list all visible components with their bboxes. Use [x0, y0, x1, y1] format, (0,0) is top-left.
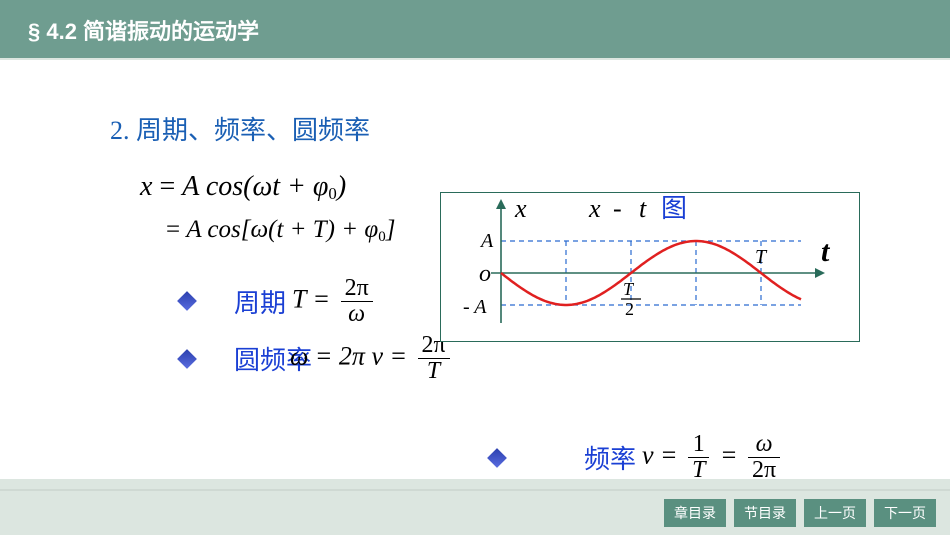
svg-text:x: x	[588, 194, 601, 223]
page-title: § 4.2 简谐振动的运动学	[28, 19, 259, 44]
frac-n: 1	[688, 432, 709, 458]
eq2-post: ]	[386, 216, 396, 243]
footer-nav: 章目录 节目录 上一页 下一页	[0, 489, 950, 535]
angfreq-pre: ω = 2π ν =	[290, 342, 414, 371]
section-num: 2.	[110, 116, 130, 145]
svg-text:2: 2	[625, 299, 634, 319]
angfreq-math: ω = 2π ν = 2πT	[290, 333, 454, 384]
content-area: 2. 周期、频率、圆频率 x = A cos(ωt + φ0) = A cos[…	[0, 60, 950, 479]
nav-prev[interactable]: 上一页	[804, 499, 866, 527]
svg-text:x: x	[514, 194, 527, 223]
eq-sub: 0	[328, 184, 336, 203]
frac-d: ω	[341, 302, 373, 327]
svg-text:图: 图	[661, 194, 687, 223]
diamond-icon	[177, 292, 197, 312]
period-math: T = 2πω	[292, 276, 377, 327]
eq-lhs: x	[140, 171, 152, 202]
bullet-freq: 频率 ν = 1T = ω2π	[490, 432, 784, 483]
diamond-icon	[177, 349, 197, 369]
svg-text:T: T	[623, 279, 635, 299]
eq-eq: =	[152, 171, 182, 202]
frac-n: ω	[748, 432, 780, 458]
freq-pre: ν =	[642, 441, 684, 470]
svg-text:- A: - A	[463, 296, 487, 318]
xt-chart-svg: A- AoxtTT2x - t 图	[441, 193, 859, 341]
freq-math: ν = 1T = ω2π	[642, 432, 784, 483]
slide: § 4.2 简谐振动的运动学 2. 周期、频率、圆频率 x = A cos(ωt…	[0, 0, 950, 535]
diamond-icon	[487, 448, 507, 468]
xt-chart: A- AoxtTT2x - t 图	[440, 192, 860, 342]
freq-mid: =	[720, 441, 744, 470]
svg-text:o: o	[479, 261, 491, 287]
nav-chapter-toc[interactable]: 章目录	[664, 499, 726, 527]
nav-next[interactable]: 下一页	[874, 499, 936, 527]
period-label: 周期	[234, 283, 286, 320]
svg-text:t: t	[821, 235, 831, 268]
nav-section-toc[interactable]: 节目录	[734, 499, 796, 527]
period-frac: 2πω	[341, 276, 373, 327]
svg-text:T: T	[755, 246, 768, 268]
title-bar: § 4.2 简谐振动的运动学	[0, 0, 950, 58]
frac-d: T	[418, 359, 450, 384]
eq2-eq: =	[166, 216, 186, 243]
eq2-sub: 0	[378, 229, 386, 245]
svg-text:A: A	[479, 230, 494, 252]
frac-n: 2π	[341, 276, 373, 302]
section-heading: 2. 周期、频率、圆频率	[110, 110, 920, 147]
section-title: 周期、频率、圆频率	[136, 116, 370, 145]
eq-body: A cos(ωt + φ	[182, 171, 328, 202]
eq-post: )	[337, 171, 346, 202]
freq-frac-1: 1T	[688, 432, 709, 483]
eq2-body: A cos[ω(t + T) + φ	[186, 216, 378, 243]
freq-label: 频率	[584, 439, 636, 476]
freq-frac-2: ω2π	[748, 432, 780, 483]
frac-d: T	[688, 458, 709, 483]
period-pre: T =	[292, 284, 337, 313]
svg-text:-: -	[613, 194, 622, 223]
svg-text:t: t	[639, 194, 647, 223]
frac-d: 2π	[748, 458, 780, 483]
